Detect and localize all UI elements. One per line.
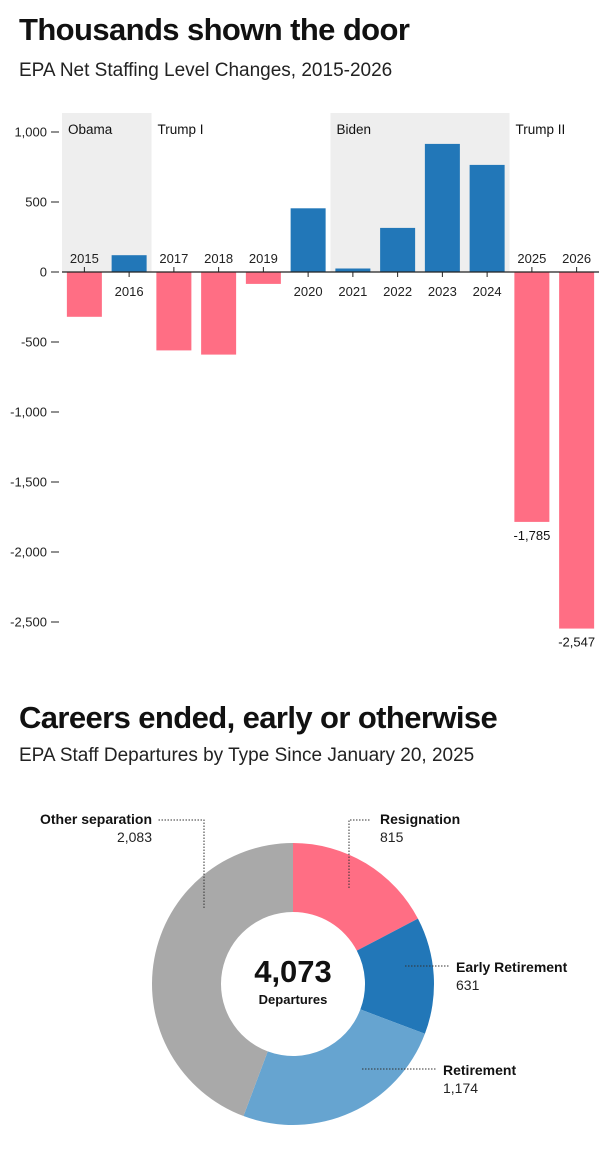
slice-value-label: 631	[456, 977, 480, 993]
y-tick-label: -2,000	[10, 545, 47, 560]
x-tick-label: 2026	[562, 251, 591, 266]
bar-2020	[290, 208, 326, 272]
y-tick-label: -1,000	[10, 405, 47, 420]
donut-total-label: Departures	[259, 992, 328, 1007]
donut-chart-subtitle: EPA Staff Departures by Type Since Janua…	[19, 745, 475, 766]
x-tick-label: 2020	[294, 284, 323, 299]
x-tick-label: 2022	[383, 284, 412, 299]
x-tick-label: 2018	[204, 251, 233, 266]
bar-2023	[424, 143, 460, 272]
era-label: Biden	[337, 122, 372, 137]
slice-value-label: 2,083	[117, 829, 152, 845]
y-tick-label: -2,500	[10, 615, 47, 630]
donut-slice-early-retirement	[356, 918, 434, 1034]
bar-2024	[469, 164, 505, 272]
bar-2019	[245, 272, 281, 284]
callout-line	[157, 819, 205, 908]
x-tick-label: 2019	[249, 251, 278, 266]
donut-slice-other-separation	[152, 843, 293, 1117]
y-tick-label: 1,000	[14, 125, 47, 140]
x-tick-label: 2015	[70, 251, 99, 266]
slice-label: Early Retirement	[456, 959, 568, 975]
staffing-bar-chart: Obama Trump I Biden Trump II 1,000 500 0 -500 -1…	[10, 113, 599, 650]
slice-value-label: 1,174	[443, 1080, 478, 1096]
y-tick-label: -1,500	[10, 475, 47, 490]
bar-2026	[559, 272, 595, 629]
x-tick-label: 2016	[115, 284, 144, 299]
y-tick-label: 0	[40, 265, 47, 280]
era-shade-obama	[62, 113, 152, 272]
y-tick-label: -500	[21, 335, 47, 350]
bar-chart-subtitle: EPA Net Staffing Level Changes, 2015-202…	[19, 60, 393, 81]
bar-2016	[111, 255, 147, 272]
x-tick-label: 2025	[517, 251, 546, 266]
era-label: Trump II	[516, 122, 566, 137]
x-tick-label: 2024	[473, 284, 502, 299]
slice-value-label: 815	[380, 829, 404, 845]
bar-chart-title: Thousands shown the door	[19, 12, 410, 47]
donut-slice-retirement	[243, 1009, 425, 1125]
slice-label: Other separation	[40, 811, 152, 827]
bar-data-label: -1,785	[513, 528, 550, 543]
slice-label: Retirement	[443, 1062, 516, 1078]
x-tick-label: 2017	[159, 251, 188, 266]
bar-2017	[156, 272, 192, 351]
bar-2018	[201, 272, 237, 355]
donut-chart-title: Careers ended, early or otherwise	[19, 700, 498, 735]
donut-slice-resignation	[293, 843, 418, 951]
bar-2022	[380, 227, 416, 272]
bar-2021	[335, 268, 371, 272]
era-label: Obama	[68, 122, 113, 137]
donut-total-value: 4,073	[254, 954, 332, 989]
x-tick-label: 2023	[428, 284, 457, 299]
bar-2015	[66, 272, 102, 317]
era-label: Trump I	[158, 122, 204, 137]
bar-data-label: -2,547	[558, 635, 595, 650]
x-tick-label: 2021	[338, 284, 367, 299]
bar-2025	[514, 272, 550, 522]
slice-label: Resignation	[380, 811, 460, 827]
y-tick-label: 500	[25, 195, 47, 210]
